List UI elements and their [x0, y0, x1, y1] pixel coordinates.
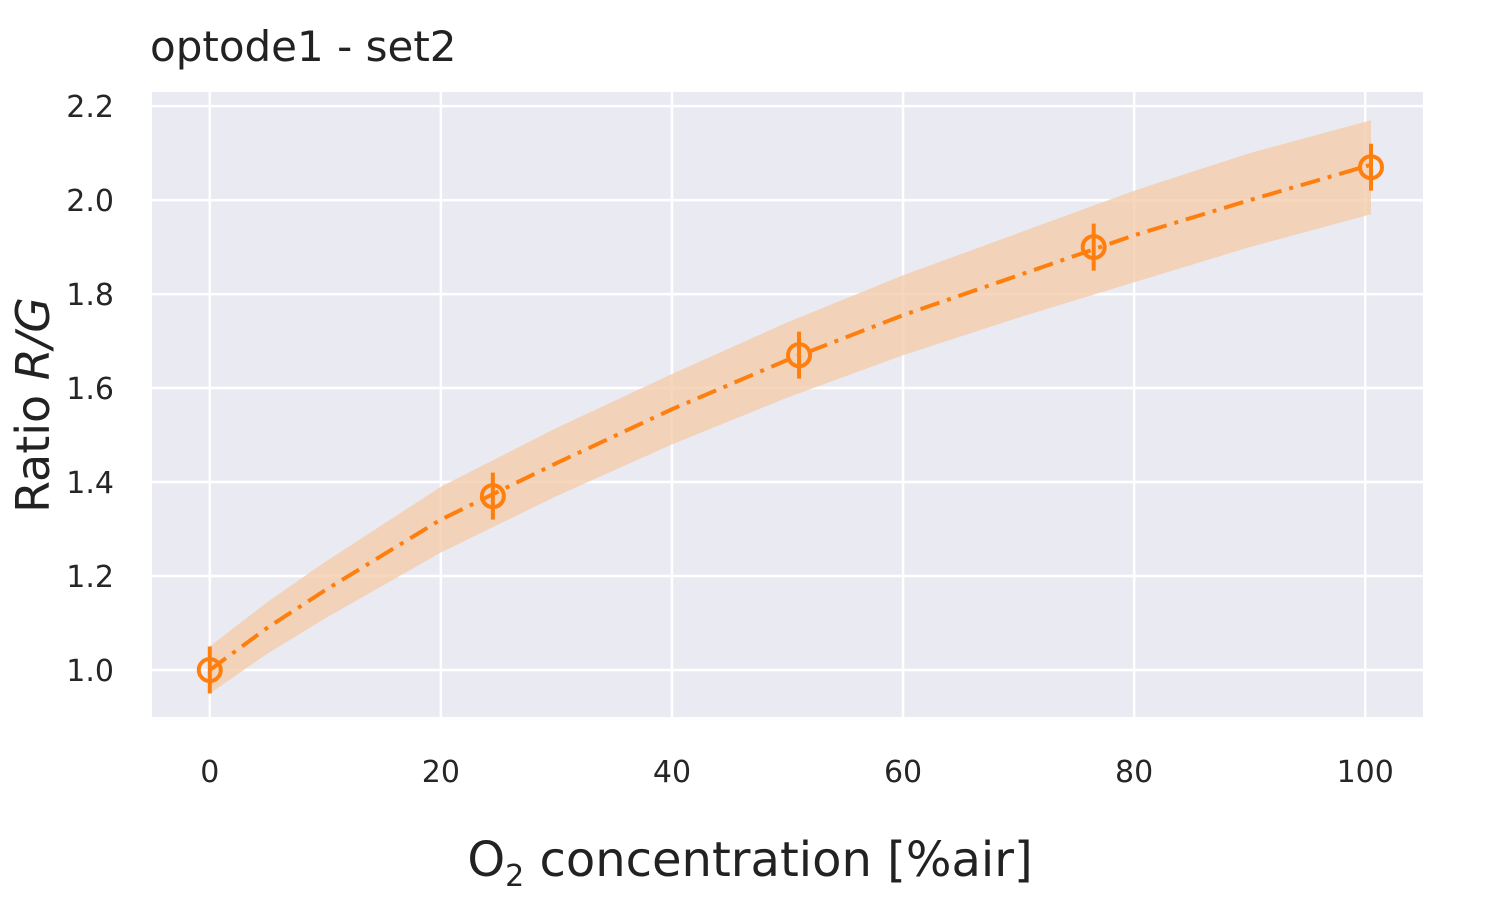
point-marker: [479, 483, 506, 510]
y-axis-label-italic: R/G: [6, 297, 60, 381]
y-tick-label: 2.0: [66, 184, 114, 219]
x-axis-label-subscript: 2: [505, 859, 525, 894]
data-point: [1358, 143, 1385, 191]
fit-line: [208, 162, 1372, 672]
fit-line-path: [208, 162, 1372, 672]
point-marker: [196, 657, 223, 684]
data-point: [786, 331, 813, 379]
x-tick-label: 100: [1337, 755, 1394, 790]
x-tick-label: 0: [200, 755, 219, 790]
x-tick-label: 40: [653, 755, 691, 790]
y-tick-label: 2.2: [66, 90, 114, 125]
data-points: [196, 143, 1385, 694]
point-marker: [1080, 234, 1107, 261]
x-tick-label: 20: [422, 755, 460, 790]
y-tick-label: 1.8: [66, 278, 114, 313]
y-tick-label: 1.2: [66, 560, 114, 595]
confidence-band: [209, 120, 1371, 694]
point-marker: [786, 342, 813, 369]
chart-title: optode1 - set2: [150, 22, 457, 71]
y-tick-label: 1.0: [66, 654, 114, 689]
x-axis-label-prefix: O: [467, 832, 506, 888]
x-axis-label-suffix: concentration [%air]: [524, 832, 1033, 888]
x-tick-labels: 0 20 40 60 80 100: [200, 755, 1394, 790]
y-axis-label-text: Ratio: [6, 380, 60, 513]
x-axis-label: O2 concentration [%air]: [0, 832, 1500, 894]
data-point: [479, 472, 506, 520]
y-tick-labels: 1.0 1.2 1.4 1.6 1.8 2.0 2.2: [66, 90, 114, 689]
y-axis-label: Ratio R/G: [6, 297, 60, 513]
data-point: [196, 646, 223, 694]
y-tick-label: 1.6: [66, 372, 114, 407]
point-marker: [1358, 154, 1385, 181]
x-tick-label: 80: [1115, 755, 1153, 790]
confidence-band-area: [209, 120, 1371, 694]
y-tick-label: 1.4: [66, 466, 114, 501]
data-point: [1080, 223, 1107, 271]
x-tick-label: 60: [884, 755, 922, 790]
